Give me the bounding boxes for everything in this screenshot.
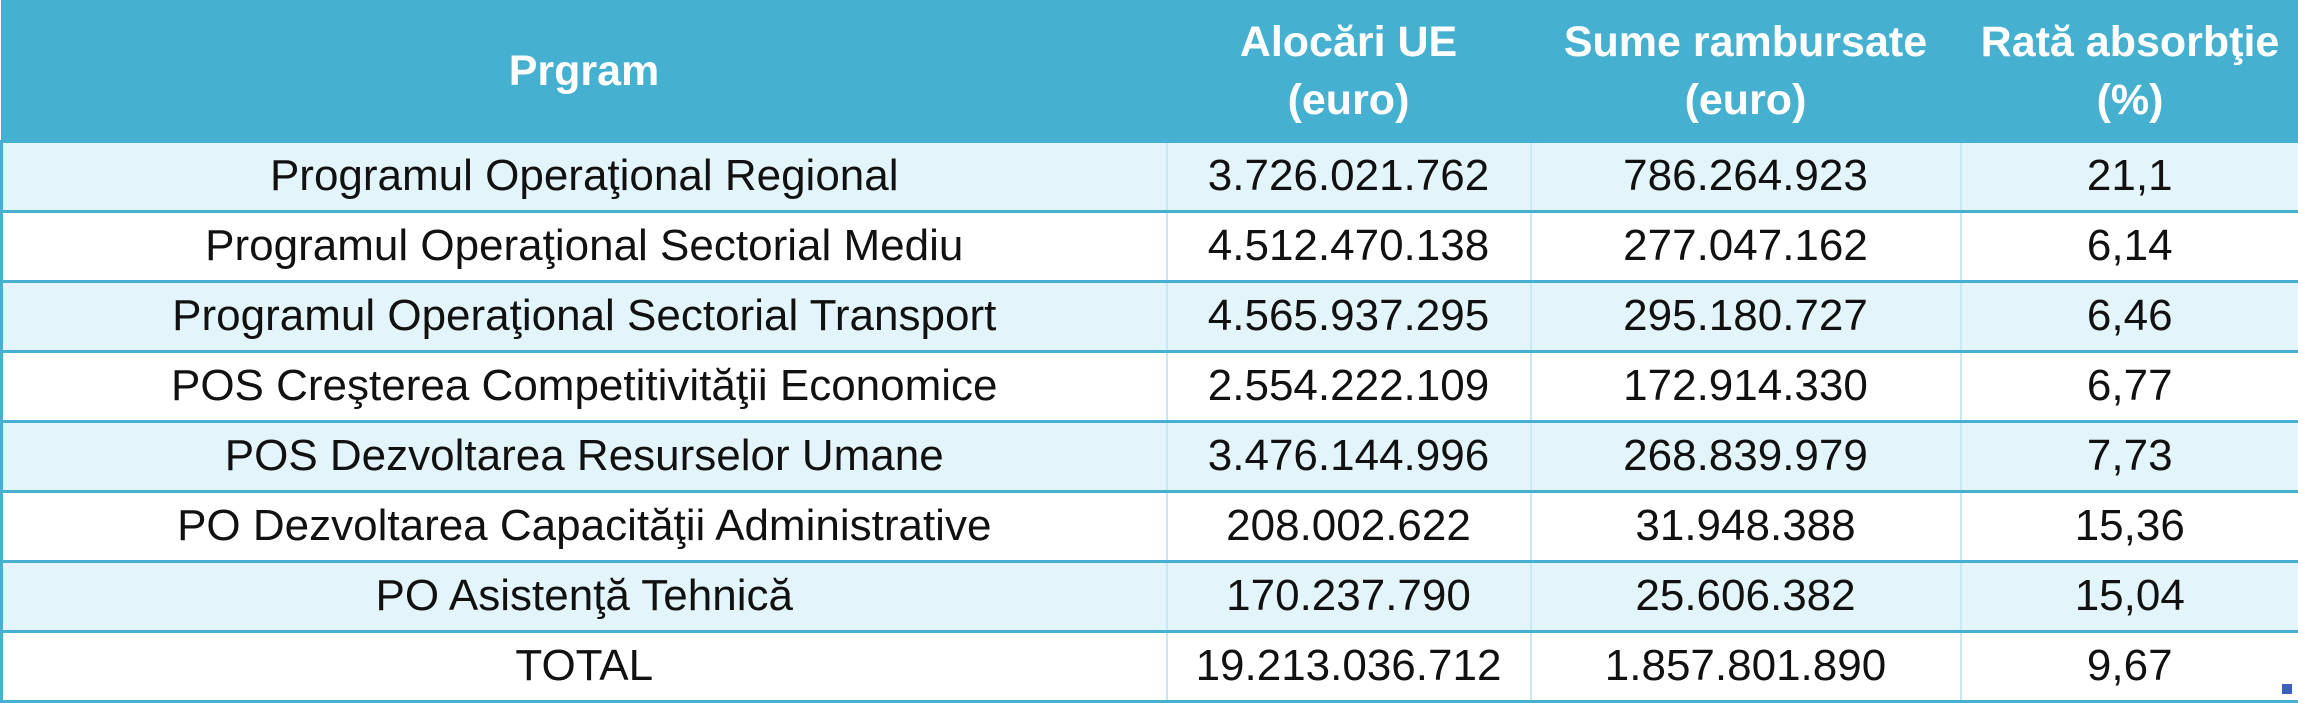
cell-sume: 25.606.382 [1531, 561, 1961, 631]
header-rata-line2: (%) [1962, 71, 2298, 129]
header-program: Prgram [2, 1, 1167, 141]
cell-sume: 268.839.979 [1531, 421, 1961, 491]
table-row: PO Dezvoltarea Capacităţii Administrativ… [2, 491, 2298, 561]
table-row: PO Asistenţă Tehnică 170.237.790 25.606.… [2, 561, 2298, 631]
cell-sume: 1.857.801.890 [1531, 631, 1961, 701]
cell-program: POS Creşterea Competitivităţii Economice [2, 351, 1167, 421]
cell-alocari: 3.726.021.762 [1167, 141, 1531, 211]
cell-rata: 6,46 [1961, 281, 2298, 351]
cell-program: POS Dezvoltarea Resurselor Umane [2, 421, 1167, 491]
cell-program: Programul Operaţional Regional [2, 141, 1167, 211]
cell-rata: 21,1 [1961, 141, 2298, 211]
header-rata-line1: Rată absorbţie [1962, 13, 2298, 71]
cell-sume: 172.914.330 [1531, 351, 1961, 421]
table-row: POS Dezvoltarea Resurselor Umane 3.476.1… [2, 421, 2298, 491]
table-header-row: Prgram Alocări UE (euro) Sume rambursate… [2, 1, 2298, 141]
header-rata: Rată absorbţie (%) [1961, 1, 2298, 141]
cell-alocari: 3.476.144.996 [1167, 421, 1531, 491]
table-row: POS Creşterea Competitivităţii Economice… [2, 351, 2298, 421]
cell-program: PO Asistenţă Tehnică [2, 561, 1167, 631]
cell-alocari: 4.512.470.138 [1167, 211, 1531, 281]
cell-sume: 295.180.727 [1531, 281, 1961, 351]
cell-rata: 7,73 [1961, 421, 2298, 491]
cell-rata: 6,77 [1961, 351, 2298, 421]
header-sume-line2: (euro) [1532, 71, 1960, 129]
header-alocari-line2: (euro) [1168, 71, 1530, 129]
header-sume-line1: Sume rambursate [1532, 13, 1960, 71]
resize-handle[interactable] [2282, 684, 2292, 694]
cell-program: Programul Operaţional Sectorial Transpor… [2, 281, 1167, 351]
cell-rata: 15,36 [1961, 491, 2298, 561]
header-program-label: Prgram [3, 42, 1166, 100]
cell-alocari: 4.565.937.295 [1167, 281, 1531, 351]
table-row: Programul Operaţional Sectorial Mediu 4.… [2, 211, 2298, 281]
cell-alocari: 208.002.622 [1167, 491, 1531, 561]
cell-program: Programul Operaţional Sectorial Mediu [2, 211, 1167, 281]
cell-rata: 15,04 [1961, 561, 2298, 631]
cell-sume: 31.948.388 [1531, 491, 1961, 561]
cell-program: PO Dezvoltarea Capacităţii Administrativ… [2, 491, 1167, 561]
cell-alocari: 2.554.222.109 [1167, 351, 1531, 421]
table-row: Programul Operaţional Sectorial Transpor… [2, 281, 2298, 351]
cell-rata: 9,67 [1961, 631, 2298, 701]
header-alocari-line1: Alocări UE [1168, 13, 1530, 71]
cell-alocari: 19.213.036.712 [1167, 631, 1531, 701]
table-row-total: TOTAL 19.213.036.712 1.857.801.890 9,67 [2, 631, 2298, 701]
header-sume: Sume rambursate (euro) [1531, 1, 1961, 141]
cell-alocari: 170.237.790 [1167, 561, 1531, 631]
cell-program: TOTAL [2, 631, 1167, 701]
cell-rata: 6,14 [1961, 211, 2298, 281]
table-row: Programul Operaţional Regional 3.726.021… [2, 141, 2298, 211]
cell-sume: 277.047.162 [1531, 211, 1961, 281]
header-alocari: Alocări UE (euro) [1167, 1, 1531, 141]
cell-sume: 786.264.923 [1531, 141, 1961, 211]
